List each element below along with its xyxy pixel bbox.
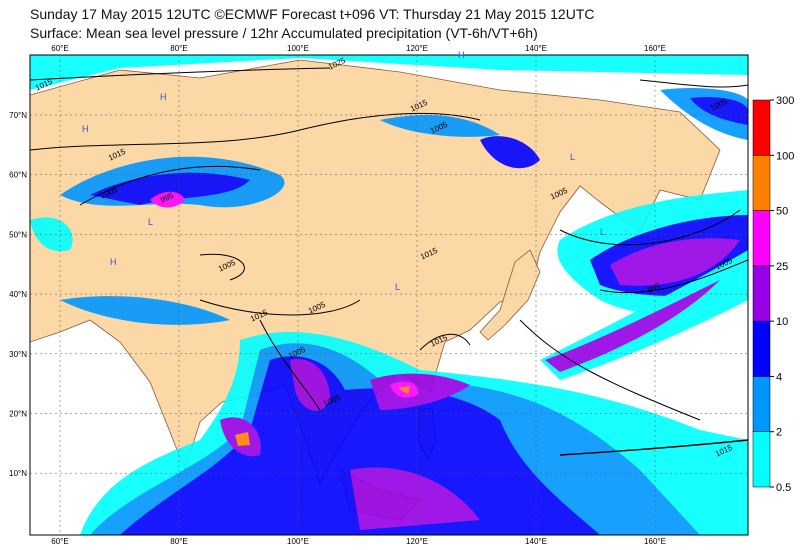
lat-label: 30°N: [9, 350, 27, 359]
colorbar-segment: [752, 155, 771, 211]
pressure-centre: L: [600, 227, 605, 237]
lat-label: 50°N: [9, 230, 27, 239]
colorbar-label: 0.5: [776, 482, 791, 494]
lon-label: 100°E: [287, 44, 309, 53]
colorbar-label: 300: [776, 95, 794, 107]
map-body: [30, 55, 748, 535]
colorbar-label: 10: [776, 316, 788, 328]
lat-label: 60°N: [9, 171, 27, 180]
precipitation: [30, 55, 748, 535]
lon-label: 120°E: [406, 537, 428, 546]
lon-label: 140°E: [525, 537, 547, 546]
pressure-centre: H: [110, 257, 117, 267]
pressure-centre: L: [148, 217, 153, 227]
lat-label: 10°N: [9, 469, 27, 478]
lon-label: 60°E: [51, 44, 68, 53]
pressure-centre: L: [570, 152, 575, 162]
pressure-centre: L: [395, 282, 400, 292]
lon-label: 140°E: [525, 44, 547, 53]
map-frame: [29, 54, 749, 536]
colorbar-label: 100: [776, 150, 794, 162]
pressure-centre: H: [458, 50, 465, 60]
lat-label: 40°N: [9, 290, 27, 299]
subtitle: Surface: Mean sea level pressure / 12hr …: [30, 25, 538, 41]
lon-label: 120°E: [406, 44, 428, 53]
lon-label: 80°E: [170, 537, 187, 546]
colorbar-segment: [752, 265, 771, 322]
lon-label: 160°E: [644, 44, 666, 53]
lon-label: 60°E: [51, 537, 68, 546]
colorbar-label: 50: [776, 206, 788, 218]
lon-label: 80°E: [170, 44, 187, 53]
land: [479, 249, 541, 341]
title: Sunday 17 May 2015 12UTC ©ECMWF Forecast…: [30, 6, 595, 22]
colorbar-segment: [752, 376, 771, 432]
colorbar-segment: [752, 431, 771, 488]
colorbar-segment: [752, 210, 771, 267]
colorbar-segment: [752, 99, 771, 156]
colorbar-label: 25: [776, 261, 788, 273]
isobars: [30, 67, 748, 456]
lon-label: 100°E: [287, 537, 309, 546]
pressure-centre: H: [160, 92, 167, 102]
colorbar-segment: [752, 320, 771, 377]
lat-label: 20°N: [9, 410, 27, 419]
colorbar-label: 4: [776, 371, 782, 383]
lat-label: 70°N: [9, 111, 27, 120]
colorbar-label: 2: [776, 427, 782, 439]
lon-label: 160°E: [644, 537, 666, 546]
pressure-centre: H: [82, 124, 89, 134]
